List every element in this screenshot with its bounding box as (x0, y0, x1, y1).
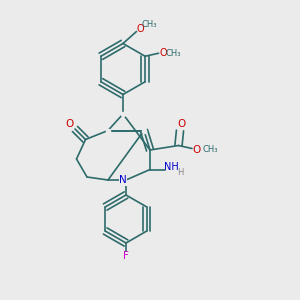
Text: CH₃: CH₃ (141, 20, 157, 29)
Text: CH₃: CH₃ (165, 49, 181, 58)
Text: H: H (177, 168, 183, 177)
Text: NH: NH (164, 161, 178, 172)
Text: CH₃: CH₃ (202, 146, 218, 154)
Text: O: O (192, 145, 201, 155)
Text: N: N (119, 175, 127, 185)
Text: O: O (137, 23, 145, 34)
Text: O: O (66, 119, 74, 129)
Text: O: O (177, 119, 186, 129)
Text: O: O (159, 48, 167, 58)
Text: F: F (123, 250, 129, 261)
